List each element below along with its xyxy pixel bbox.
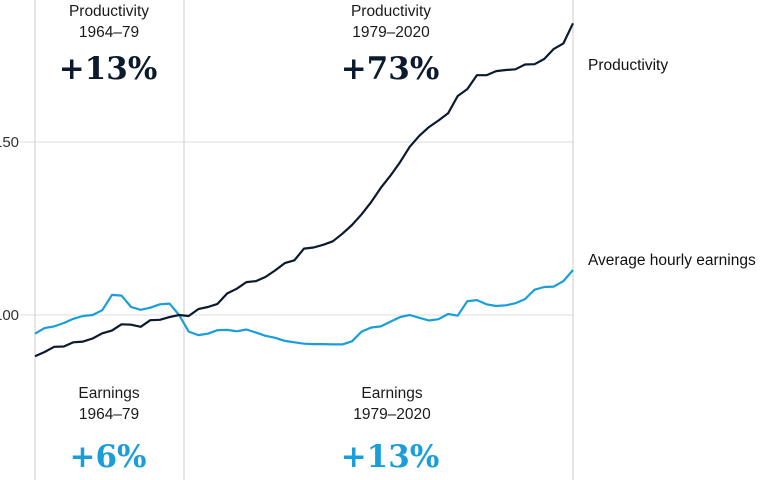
annotation-productivity-1964-79: Productivity 1964–79 +13% — [59, 3, 158, 87]
y-tick-100: 100 — [0, 307, 19, 324]
annotation-title: Earnings — [78, 385, 139, 402]
annotation-period: 1979–2020 — [352, 24, 430, 41]
series-label-productivity: Productivity — [588, 57, 668, 74]
series-line-productivity — [34, 22, 574, 358]
annotation-period: 1964–79 — [79, 406, 139, 423]
annotation-title: Productivity — [351, 3, 431, 20]
annotation-productivity-1979-2020: Productivity 1979–2020 +73% — [341, 3, 440, 87]
annotation-period: 1979–2020 — [353, 406, 431, 423]
series-line-average-hourly-earnings — [34, 269, 574, 346]
annotation-period: 1964–79 — [79, 24, 139, 41]
annotation-earnings-1979-2020: Earnings 1979–2020 +13% — [341, 385, 440, 475]
annotation-title: Earnings — [361, 385, 422, 402]
annotation-change: +13% — [59, 51, 158, 87]
annotation-change: +6% — [69, 439, 146, 475]
y-grid: 150 100 — [0, 134, 574, 324]
annotation-change: +13% — [341, 439, 440, 475]
annotation-title: Productivity — [69, 3, 149, 20]
period-dividers — [34, 0, 574, 480]
annotation-change: +73% — [341, 51, 440, 87]
series-label-average-hourly-earnings: Average hourly earnings — [588, 252, 756, 269]
y-tick-150: 150 — [0, 134, 19, 151]
annotation-earnings-1964-79: Earnings 1964–79 +6% — [69, 385, 146, 475]
